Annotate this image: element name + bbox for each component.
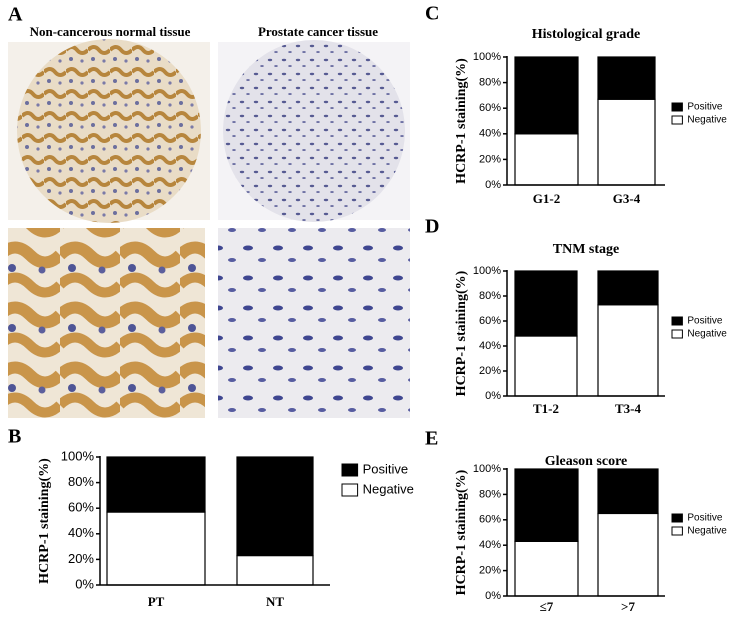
y-tick-label: 20%: [68, 551, 94, 566]
bar-segment: [597, 304, 659, 397]
bar-segment: [514, 56, 579, 135]
chart-title: Histological grade: [532, 27, 641, 42]
y-tick-label: 80%: [479, 488, 501, 500]
legend-swatch: [671, 316, 683, 326]
x-tick-label: G3-4: [613, 191, 641, 206]
bar-segment: [597, 512, 659, 597]
legend-swatch: [341, 463, 359, 477]
bar-segment: [597, 270, 659, 306]
x-tick-label: ≤7: [540, 599, 554, 614]
x-tick-label: T1-2: [533, 401, 559, 416]
image-title: Prostate cancer tissue: [258, 24, 378, 39]
x-tick-label: >7: [621, 599, 635, 614]
y-tick-label: 100%: [61, 448, 95, 463]
legend-swatch: [671, 115, 683, 125]
y-tick-label: 0%: [485, 179, 501, 191]
tissue-image: [218, 228, 410, 418]
y-tick-label: 20%: [479, 565, 501, 577]
y-axis-label: HCRP-1 staining(%): [454, 270, 469, 396]
y-tick-label: 100%: [473, 463, 501, 475]
y-tick-label: 80%: [479, 290, 501, 302]
bar-segment: [236, 554, 314, 586]
y-tick-label: 60%: [479, 102, 501, 114]
panel-label: A: [8, 4, 23, 26]
y-tick-label: 40%: [479, 128, 501, 140]
x-tick-label: NT: [266, 594, 284, 609]
tissue-image: [17, 39, 201, 223]
legend-swatch: [341, 483, 359, 497]
legend-label: Positive: [687, 316, 722, 327]
y-tick-label: 40%: [479, 539, 501, 551]
y-axis-label: HCRP-1 staining(%): [454, 469, 469, 595]
bar-segment: [597, 56, 656, 100]
legend-swatch: [671, 102, 683, 112]
bar-segment: [514, 335, 578, 397]
chart-title: TNM stage: [553, 242, 620, 257]
bar-segment: [236, 456, 314, 557]
y-tick-label: 100%: [473, 51, 501, 63]
legend-label: Positive: [363, 461, 409, 476]
bar-segment: [597, 468, 659, 515]
bar-segment: [514, 270, 578, 337]
legend-label: Positive: [687, 513, 722, 524]
y-tick-label: 100%: [473, 265, 501, 277]
legend-label: Negative: [687, 115, 727, 126]
bar-segment: [514, 540, 579, 597]
x-tick-label: T3-4: [615, 401, 642, 416]
panel-label: C: [425, 3, 439, 25]
y-tick-label: 80%: [68, 474, 94, 489]
panel-label: B: [8, 426, 21, 448]
y-axis-label: HCRP-1 staining(%): [454, 58, 469, 184]
panel-label: E: [425, 428, 438, 450]
y-tick-label: 60%: [68, 500, 94, 515]
y-tick-label: 20%: [479, 153, 501, 165]
image-title: Non-cancerous normal tissue: [30, 24, 191, 39]
tissue-image: [8, 228, 205, 418]
legend-swatch: [671, 526, 683, 536]
y-tick-label: 20%: [479, 365, 501, 377]
bar-segment: [597, 98, 656, 186]
y-tick-label: 0%: [485, 590, 501, 602]
bar-segment: [514, 468, 579, 542]
y-tick-label: 40%: [68, 525, 94, 540]
x-tick-label: PT: [148, 594, 165, 609]
chart-title: Gleason score: [545, 454, 628, 469]
y-tick-label: 0%: [75, 576, 94, 591]
legend-label: Negative: [687, 526, 727, 537]
y-axis-label: HCRP-1 staining(%): [37, 458, 52, 584]
y-tick-label: 60%: [479, 315, 501, 327]
tissue-image: [223, 40, 405, 222]
y-tick-label: 80%: [479, 77, 501, 89]
legend-label: Negative: [687, 329, 727, 340]
y-tick-label: 40%: [479, 340, 501, 352]
legend-swatch: [671, 329, 683, 339]
panel-label: D: [425, 216, 439, 238]
legend-swatch: [671, 513, 683, 523]
legend-label: Positive: [687, 102, 722, 113]
bar-segment: [106, 456, 206, 513]
bar-segment: [106, 511, 206, 586]
x-tick-label: G1-2: [533, 191, 560, 206]
bar-segment: [514, 133, 579, 186]
y-tick-label: 0%: [485, 390, 501, 402]
y-tick-label: 60%: [479, 514, 501, 526]
legend-label: Negative: [363, 481, 414, 496]
